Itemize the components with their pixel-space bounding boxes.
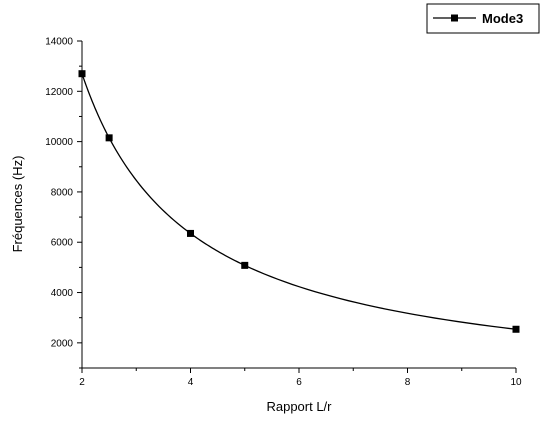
plot-area: 2 4 6 8 10 2000 4000 6000 8000 10000 12000 14000	[45, 37, 522, 389]
y-axis-title: Fréquences (Hz)	[10, 156, 25, 253]
data-point	[241, 261, 249, 269]
y-tick-label: 2000	[51, 338, 74, 349]
data-point	[105, 134, 113, 142]
x-tick-label: 4	[188, 377, 194, 388]
x-tick-label: 8	[405, 377, 411, 388]
x-tick-label: 2	[79, 377, 85, 388]
series-layer	[78, 70, 520, 333]
legend-marker-mode3	[451, 14, 458, 22]
legend: Mode3	[426, 3, 540, 34]
y-tick-label: 6000	[51, 238, 74, 249]
y-tick-label: 10000	[45, 137, 73, 148]
y-tick-label: 12000	[45, 87, 73, 98]
y-tick-label: 8000	[51, 187, 74, 198]
legend-label-mode3: Mode3	[482, 11, 523, 26]
y-tick-label: 4000	[51, 288, 74, 299]
data-point	[512, 325, 520, 333]
y-axis-ticks: 2000 4000 6000 8000 10000 12000 14000	[45, 37, 82, 369]
x-tick-label: 10	[510, 377, 522, 388]
data-point	[78, 70, 86, 78]
y-tick-label: 14000	[45, 37, 73, 48]
x-axis-ticks: 2 4 6 8 10	[79, 368, 522, 388]
data-point	[187, 229, 194, 237]
x-tick-label: 6	[296, 377, 302, 388]
series-line-mode3	[81, 73, 517, 330]
x-axis-title: Rapport L/r	[266, 399, 332, 414]
